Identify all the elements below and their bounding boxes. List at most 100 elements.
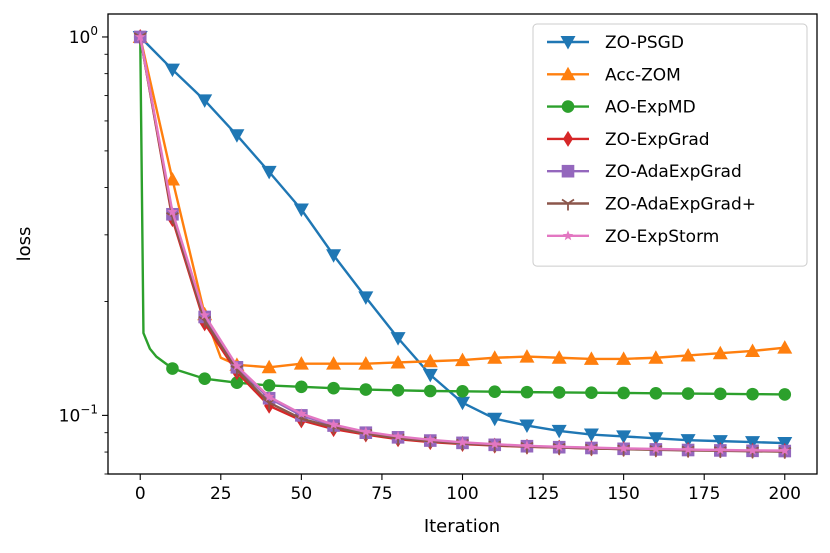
data-point-acc-zom — [390, 354, 406, 369]
data-point-zo-psgd — [229, 129, 245, 143]
data-point-zo-expstorm — [747, 444, 758, 455]
legend-marker — [563, 130, 573, 147]
data-point-acc-zom — [648, 350, 664, 364]
data-point-ao-expmd — [423, 384, 437, 398]
data-point-zo-expstorm — [199, 309, 210, 320]
data-point-acc-zom — [422, 353, 438, 368]
series-zo-expstorm — [135, 31, 790, 456]
data-point-ao-expmd — [391, 383, 405, 397]
data-point-ao-expmd — [198, 372, 211, 386]
data-point-zo-psgd — [164, 63, 180, 78]
data-point-acc-zom — [551, 350, 567, 364]
data-point-zo-expstorm — [425, 434, 436, 445]
data-point-ao-expmd — [746, 387, 759, 401]
x-tick-label: 25 — [210, 484, 232, 504]
legend-item-zo-expgrad: ZO-ExpGrad — [547, 130, 710, 150]
series-zo-psgd — [132, 30, 793, 451]
data-point-acc-zom — [164, 172, 180, 186]
x-tick-label: 150 — [607, 484, 639, 504]
data-point-zo-psgd — [390, 332, 406, 346]
data-point-zo-expstorm — [457, 436, 468, 447]
x-tick-label: 175 — [688, 484, 720, 504]
data-point-zo-expstorm — [263, 391, 275, 402]
y-axis: 100 10−1 — [59, 24, 108, 475]
legend-item-zo-adaexpgrad: ZO-AdaExpGrad — [547, 162, 742, 182]
data-point-zo-expstorm — [715, 444, 726, 455]
legend-item-zo-adaexpgrad-plus: ZO-AdaExpGrad+ — [547, 195, 756, 215]
data-point-ao-expmd — [488, 385, 502, 399]
data-point-acc-zom — [519, 349, 535, 363]
legend-label: ZO-PSGD — [605, 33, 684, 53]
legend-marker — [561, 198, 575, 211]
data-point-zo-expstorm — [650, 443, 662, 454]
data-point-zo-psgd — [358, 291, 374, 305]
x-tick-label: 0 — [135, 484, 146, 504]
data-point-zo-expstorm — [489, 438, 500, 449]
data-point-ao-expmd — [230, 376, 244, 390]
data-point-zo-psgd — [616, 430, 632, 444]
legend-label: Acc-ZOM — [605, 65, 681, 85]
data-point-acc-zom — [261, 359, 277, 374]
legend-frame — [532, 23, 808, 267]
legend-marker — [562, 230, 574, 241]
y-tick-label: 100 — [69, 24, 98, 48]
data-point-zo-expstorm — [167, 206, 178, 217]
data-point-zo-psgd — [551, 424, 567, 439]
legend-marker — [560, 36, 576, 50]
y-axis-label: loss — [14, 227, 35, 262]
data-point-zo-expstorm — [360, 426, 372, 437]
legend-label: ZO-AdaExpGrad — [605, 162, 742, 182]
legend-label: ZO-ExpGrad — [605, 130, 710, 150]
data-point-zo-expstorm — [328, 419, 339, 430]
data-point-zo-expstorm — [553, 441, 565, 452]
data-point-zo-psgd — [261, 165, 277, 180]
data-point-acc-zom — [358, 356, 374, 370]
data-point-ao-expmd — [714, 387, 727, 401]
legend-marker — [560, 66, 576, 81]
x-tick-label: 100 — [446, 484, 478, 504]
data-point-zo-expstorm — [392, 430, 404, 441]
data-point-ao-expmd — [166, 362, 179, 375]
data-point-ao-expmd — [617, 386, 630, 400]
legend-label: AO-ExpMD — [605, 98, 696, 118]
data-point-ao-expmd — [552, 386, 566, 399]
data-point-acc-zom — [745, 343, 761, 357]
legend-item-zo-psgd: ZO-PSGD — [547, 33, 684, 53]
x-tick-label: 125 — [527, 484, 559, 504]
data-point-ao-expmd — [456, 384, 469, 398]
series-ao-expmd — [133, 30, 792, 401]
data-point-zo-psgd — [422, 368, 438, 383]
legend: ZO-PSGD Acc-ZOM AO-ExpMD ZO-ExpGrad ZO-AdaEx… — [532, 23, 808, 267]
data-point-acc-zom — [326, 356, 342, 370]
data-point-acc-zom — [487, 350, 503, 364]
data-point-ao-expmd — [778, 388, 792, 401]
legend-item-acc-zom: Acc-ZOM — [547, 65, 681, 85]
data-point-acc-zom — [455, 352, 470, 367]
data-point-ao-expmd — [649, 386, 663, 400]
data-point-zo-expstorm — [521, 440, 533, 451]
data-point-ao-expmd — [520, 385, 534, 399]
x-tick-label: 50 — [291, 484, 313, 504]
legend-label: ZO-AdaExpGrad+ — [605, 195, 756, 215]
data-point-zo-psgd — [680, 434, 696, 448]
data-point-zo-psgd — [487, 412, 503, 427]
legend-item-zo-expstorm: ZO-ExpStorm — [547, 227, 719, 247]
data-point-ao-expmd — [681, 387, 695, 400]
data-point-zo-psgd — [648, 432, 664, 446]
data-point-zo-expstorm — [586, 442, 597, 453]
data-point-zo-expstorm — [231, 360, 243, 371]
legend-marker — [561, 164, 575, 178]
data-point-ao-expmd — [359, 383, 373, 396]
legend-item-ao-expmd: AO-ExpMD — [547, 98, 696, 118]
x-tick-label: 75 — [371, 484, 393, 504]
data-point-zo-psgd — [455, 396, 470, 411]
legend-label: ZO-ExpStorm — [605, 227, 719, 247]
data-point-zo-psgd — [197, 94, 213, 108]
data-point-acc-zom — [293, 356, 309, 370]
y-tick-label: 10−1 — [59, 402, 98, 426]
legend-marker — [561, 100, 575, 113]
data-point-ao-expmd — [262, 379, 276, 392]
data-point-zo-psgd — [583, 428, 599, 443]
data-point-zo-psgd — [326, 249, 342, 263]
